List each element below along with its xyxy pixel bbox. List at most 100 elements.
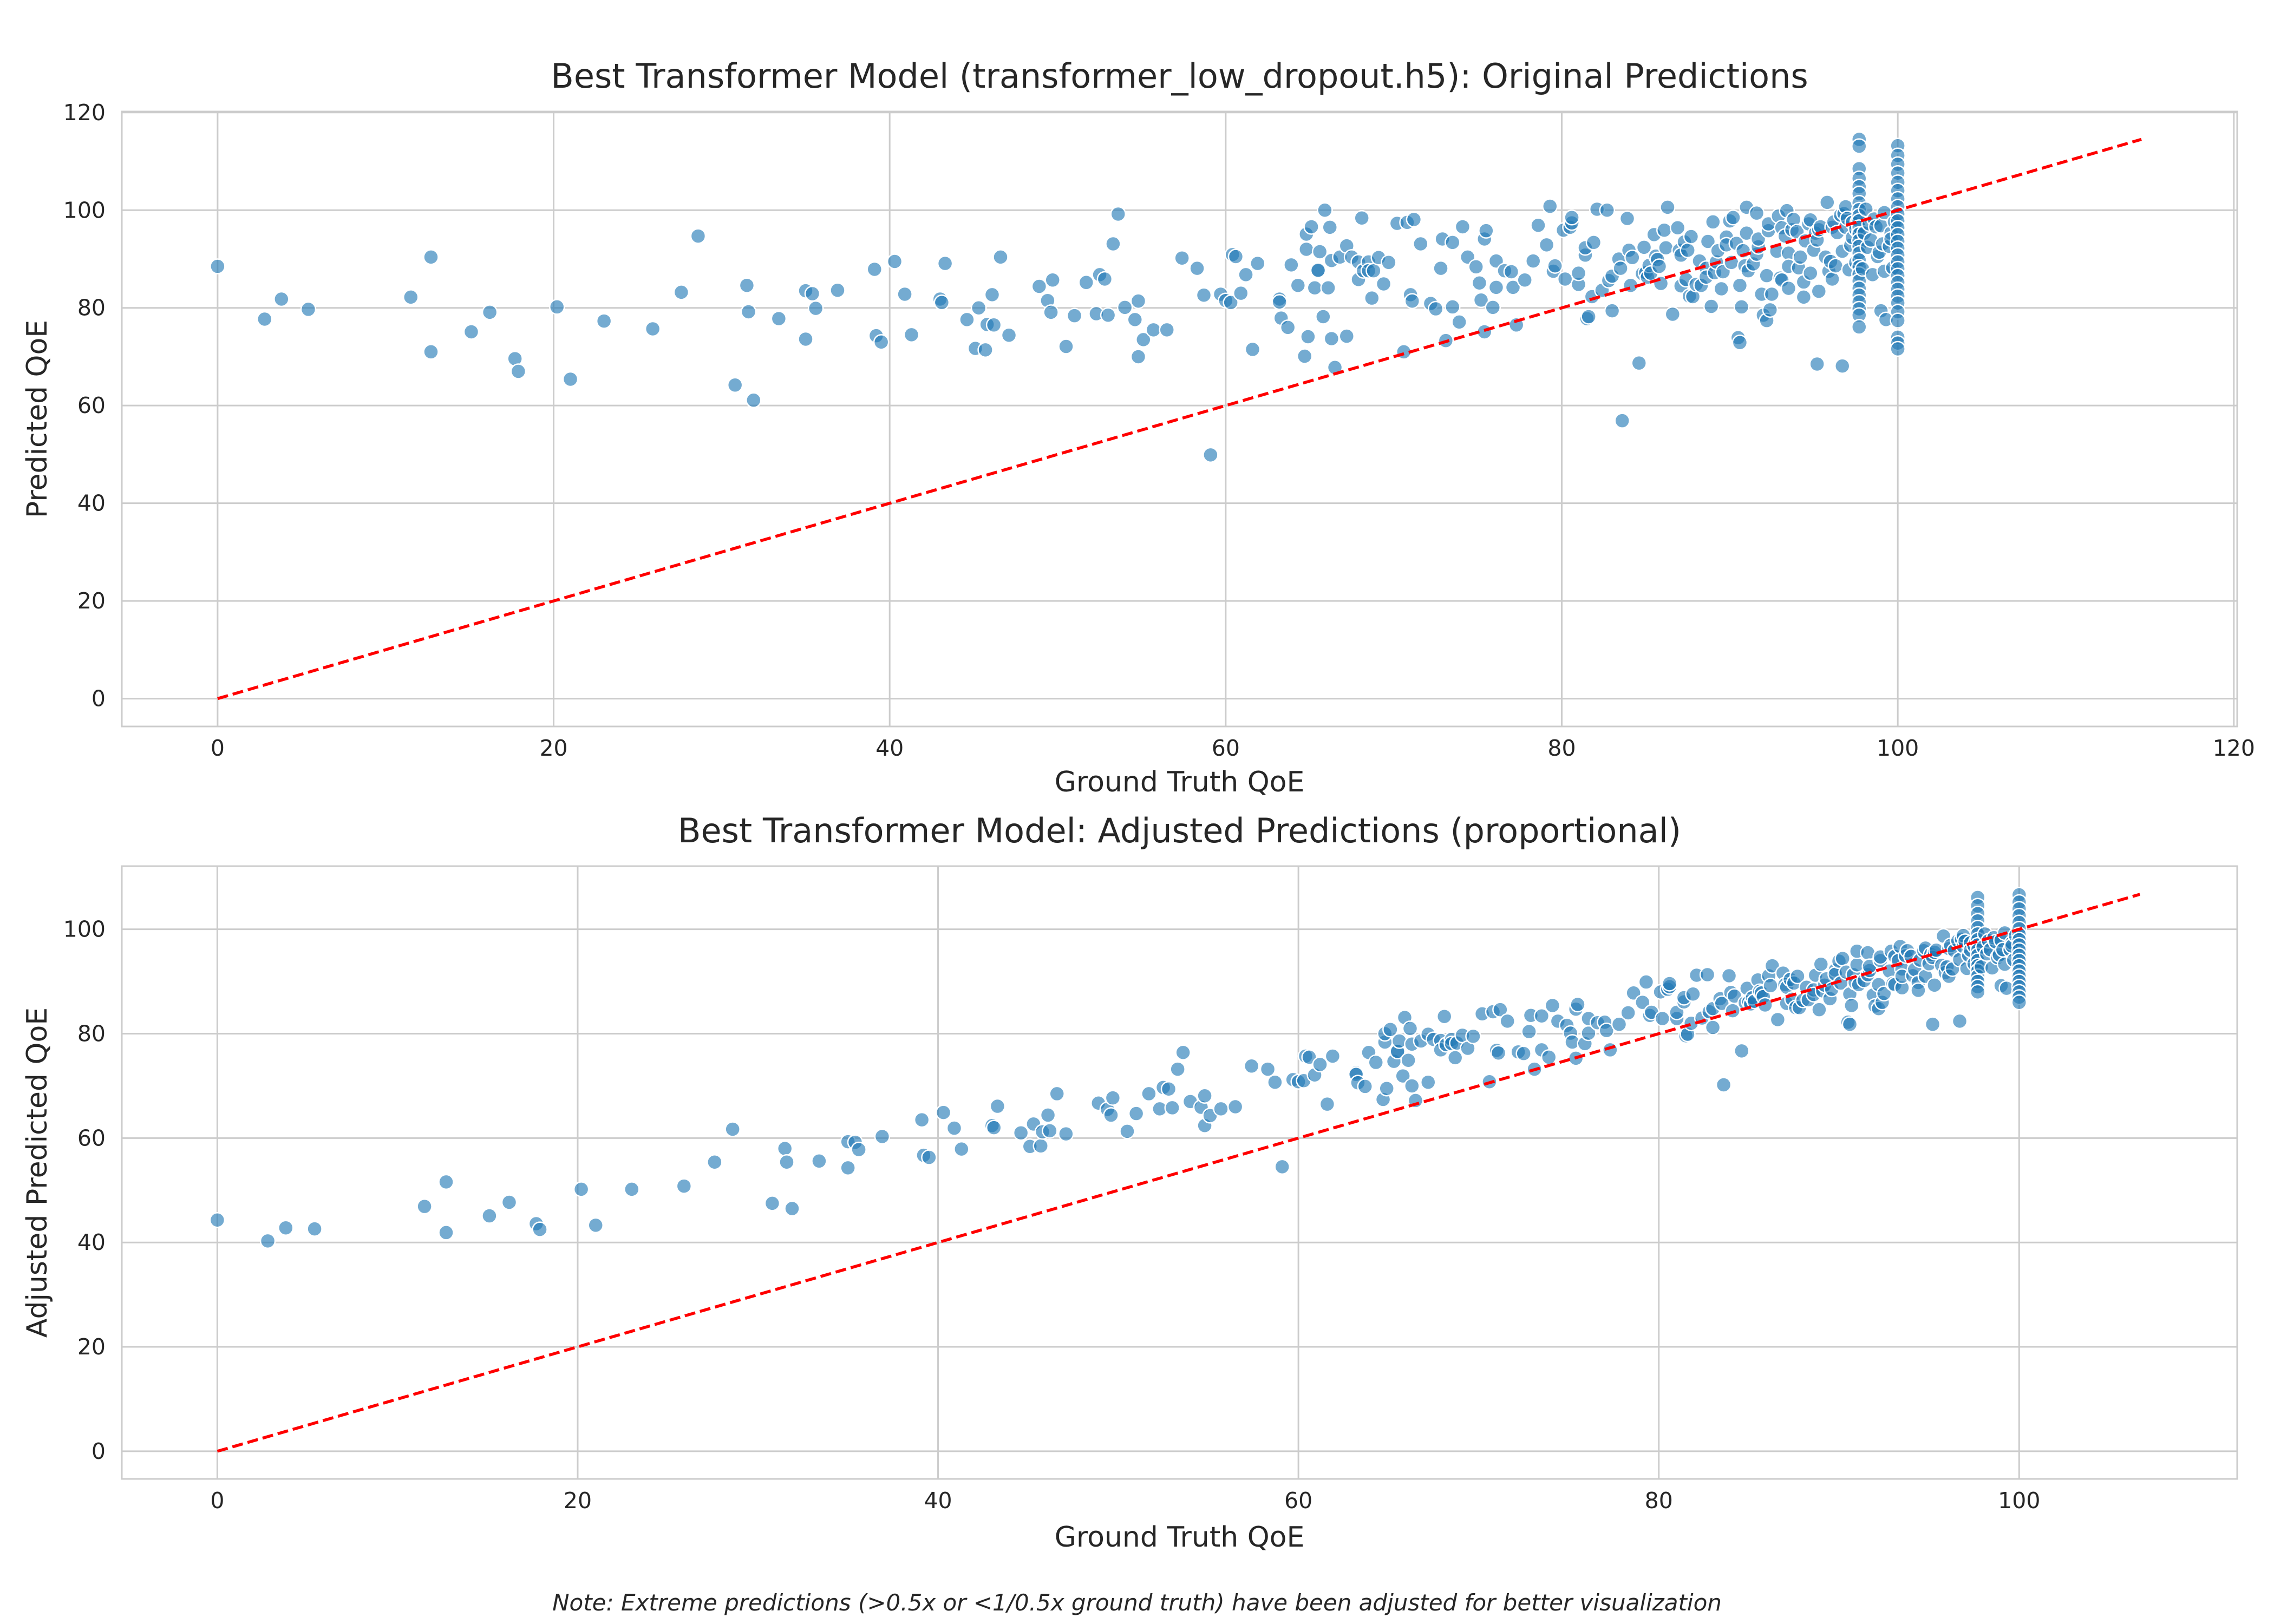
data-point bbox=[1669, 219, 1686, 236]
data-point bbox=[1451, 314, 1467, 330]
data-point bbox=[913, 1111, 930, 1128]
data-point bbox=[1322, 219, 1338, 235]
y-tick-label: 60 bbox=[77, 1125, 106, 1151]
data-point bbox=[1317, 202, 1333, 219]
data-point bbox=[481, 304, 498, 320]
data-point bbox=[1704, 1019, 1721, 1036]
data-point bbox=[1227, 1098, 1244, 1115]
identity-reference-line bbox=[217, 893, 2141, 1453]
data-point bbox=[1533, 1007, 1550, 1024]
data-point bbox=[1620, 1005, 1636, 1021]
data-point bbox=[463, 324, 480, 340]
data-point bbox=[1110, 206, 1126, 222]
data-point bbox=[1223, 294, 1239, 311]
x-tick-label: 80 bbox=[1547, 735, 1576, 761]
data-point bbox=[1402, 1020, 1419, 1037]
data-point bbox=[1338, 328, 1355, 344]
data-point bbox=[1970, 984, 1986, 1000]
y-tick-label: 120 bbox=[63, 100, 106, 126]
data-point bbox=[1890, 312, 1906, 329]
data-point bbox=[1544, 997, 1561, 1014]
data-point bbox=[1700, 233, 1716, 250]
data-point bbox=[1748, 205, 1765, 221]
data-point bbox=[1311, 244, 1328, 260]
data-point bbox=[1298, 241, 1315, 258]
data-point bbox=[1303, 219, 1319, 235]
data-point bbox=[1624, 250, 1641, 266]
data-point bbox=[992, 249, 1009, 265]
data-point bbox=[866, 261, 883, 278]
data-point bbox=[1078, 274, 1095, 291]
data-point bbox=[1612, 260, 1629, 277]
data-point bbox=[1503, 264, 1520, 280]
data-point bbox=[1300, 329, 1316, 345]
data-point bbox=[1824, 271, 1840, 287]
data-point bbox=[1762, 302, 1779, 318]
data-point bbox=[1058, 338, 1074, 355]
data-point bbox=[548, 299, 565, 315]
data-point bbox=[770, 310, 787, 327]
data-point bbox=[1635, 994, 1651, 1011]
data-point bbox=[1267, 1074, 1283, 1090]
data-point bbox=[1119, 1123, 1135, 1140]
data-point bbox=[1473, 292, 1489, 309]
data-point bbox=[1542, 198, 1558, 214]
data-point bbox=[1378, 1081, 1395, 1097]
data-point bbox=[1499, 1013, 1515, 1030]
data-point bbox=[1731, 277, 1748, 293]
data-point bbox=[1395, 1068, 1411, 1084]
y-tick-label: 100 bbox=[63, 916, 106, 942]
data-point bbox=[624, 1181, 640, 1197]
data-point bbox=[1175, 1044, 1191, 1060]
data-point bbox=[1169, 1061, 1186, 1077]
data-point bbox=[1058, 1125, 1074, 1142]
data-point bbox=[1851, 319, 1867, 335]
y-tick-label: 40 bbox=[77, 490, 106, 516]
data-point bbox=[1127, 311, 1143, 328]
data-point bbox=[1243, 1058, 1260, 1075]
data-point bbox=[1924, 1016, 1941, 1032]
data-point bbox=[1525, 253, 1541, 269]
data-point bbox=[1951, 1013, 1968, 1030]
data-point bbox=[1654, 1010, 1671, 1027]
data-point bbox=[1312, 1056, 1328, 1073]
data-point bbox=[1310, 262, 1327, 278]
data-point bbox=[1375, 276, 1392, 292]
data-point bbox=[1040, 1107, 1056, 1123]
data-point bbox=[764, 1195, 781, 1212]
data-point bbox=[1715, 1077, 1732, 1093]
data-point bbox=[1160, 1081, 1177, 1097]
data-point bbox=[1488, 279, 1505, 296]
data-point bbox=[1354, 209, 1370, 226]
data-point bbox=[423, 249, 439, 265]
data-point bbox=[1315, 309, 1331, 325]
x-tick-label: 40 bbox=[924, 1488, 952, 1514]
data-point bbox=[1250, 255, 1266, 272]
data-point bbox=[1659, 199, 1676, 215]
data-point bbox=[1420, 1074, 1436, 1090]
data-point bbox=[1290, 277, 1306, 293]
data-point bbox=[1619, 210, 1636, 227]
data-point bbox=[273, 291, 290, 307]
data-point bbox=[562, 371, 579, 388]
data-point bbox=[1585, 234, 1602, 251]
data-point bbox=[959, 311, 975, 328]
identity-reference-line bbox=[217, 137, 2142, 700]
data-point bbox=[1792, 249, 1808, 265]
data-point bbox=[1164, 1099, 1180, 1116]
data-point bbox=[438, 1224, 454, 1241]
data-point bbox=[829, 282, 846, 298]
data-point bbox=[1834, 950, 1851, 967]
data-point bbox=[1789, 968, 1806, 985]
data-point bbox=[1658, 239, 1674, 256]
data-point bbox=[1381, 254, 1397, 271]
data-point bbox=[1636, 239, 1652, 256]
data-point bbox=[1564, 209, 1580, 226]
data-point bbox=[1599, 202, 1616, 219]
data-point bbox=[1485, 299, 1501, 316]
data-point bbox=[1890, 340, 1906, 357]
data-point bbox=[690, 228, 707, 244]
data-point bbox=[1614, 412, 1630, 429]
data-point bbox=[1096, 271, 1113, 287]
data-point bbox=[1611, 1016, 1628, 1032]
